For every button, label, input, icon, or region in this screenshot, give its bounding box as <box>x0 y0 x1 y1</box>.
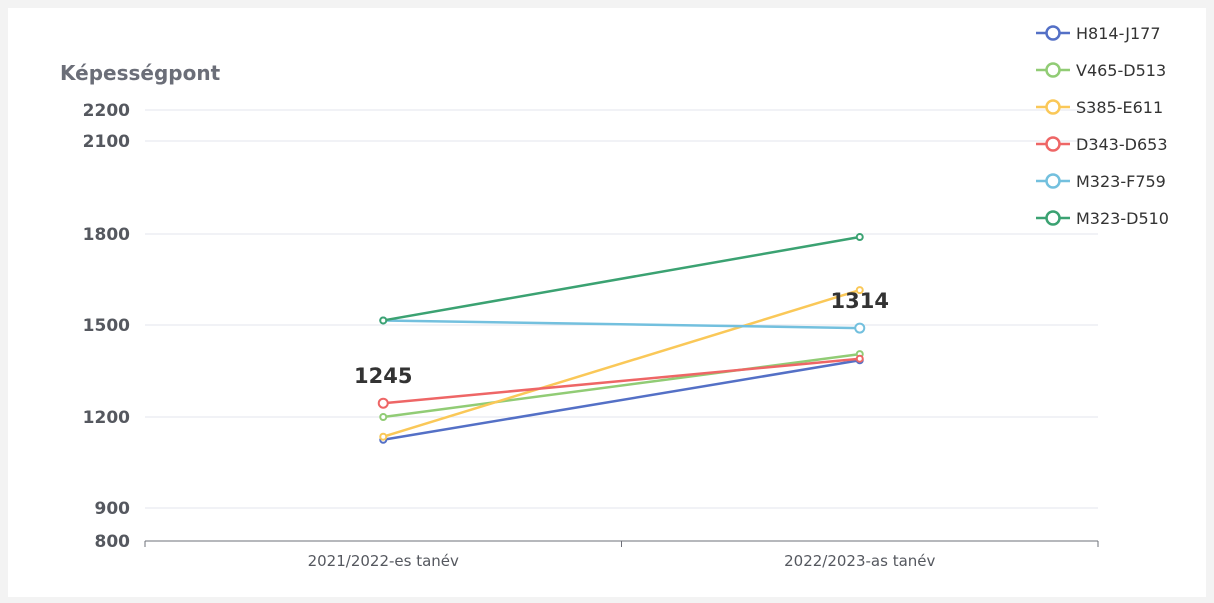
y-tick-label: 2100 <box>83 132 130 152</box>
series-line[interactable] <box>383 319 860 330</box>
series-lines <box>377 233 866 444</box>
y-tick-label: 2200 <box>83 101 130 121</box>
x-tick-label: 2021/2022-es tanév <box>308 552 459 570</box>
legend-circle-icon <box>1045 62 1061 78</box>
legend-label: M323-D510 <box>1076 209 1169 228</box>
data-point[interactable] <box>854 322 866 334</box>
series-line[interactable] <box>383 235 860 322</box>
legend-circle-icon <box>1045 210 1061 226</box>
legend-item[interactable]: D343-D653 <box>1036 135 1168 154</box>
data-point[interactable] <box>855 233 864 242</box>
series-v465-d513[interactable] <box>379 350 864 421</box>
legend-item[interactable]: M323-D510 <box>1036 209 1169 228</box>
y-tick-label: 1500 <box>83 316 130 336</box>
series-h814-j177[interactable] <box>379 356 864 444</box>
legend-circle-icon <box>1045 99 1061 115</box>
legend-item[interactable]: H814-J177 <box>1036 24 1161 43</box>
data-point[interactable] <box>379 316 388 325</box>
legend-circle-icon <box>1045 25 1061 41</box>
y-tick-label: 1800 <box>83 225 130 245</box>
data-label: 1314 <box>831 289 889 313</box>
legend-label: V465-D513 <box>1076 61 1166 80</box>
series-line[interactable] <box>382 288 861 438</box>
series-line[interactable] <box>383 359 860 441</box>
legend-circle-icon <box>1045 136 1061 152</box>
y-axis-label: Képességpont <box>60 61 221 85</box>
legend-item[interactable]: V465-D513 <box>1036 61 1166 80</box>
grid-lines <box>145 109 1098 509</box>
series-s385-e611[interactable] <box>379 286 864 441</box>
y-tick-label: 900 <box>95 499 131 519</box>
data-point[interactable] <box>855 286 864 295</box>
data-point[interactable] <box>379 432 388 441</box>
legend-label: S385-E611 <box>1076 98 1163 117</box>
series-line[interactable] <box>383 352 860 419</box>
x-tick-label: 2022/2023-as tanév <box>784 552 935 570</box>
y-tick-label: 1200 <box>83 408 130 428</box>
data-label: 1245 <box>354 364 412 388</box>
y-axis-ticks: 800 900 1200 1500 1800 2100 2200 <box>83 101 130 552</box>
legend-label: H814-J177 <box>1076 24 1161 43</box>
data-point[interactable] <box>377 397 389 409</box>
data-labels: 1245 1314 <box>354 289 889 388</box>
x-axis: 2021/2022-es tanév 2022/2023-as tanév <box>144 540 1099 570</box>
y-tick-label: 800 <box>95 532 131 552</box>
series-line[interactable] <box>383 357 860 405</box>
chart-card: Képességpont 800 900 1200 1500 1800 2100 2200 … <box>8 8 1206 597</box>
legend-item[interactable]: S385-E611 <box>1036 98 1163 117</box>
legend-circle-icon <box>1045 173 1061 189</box>
chart-svg: Képességpont 80090012001500180021002200 … <box>60 24 1169 570</box>
legend[interactable]: H814-J177 V465-D513 S385-E611 D343-D653 M323… <box>1036 24 1169 228</box>
data-point[interactable] <box>379 413 388 421</box>
legend-label: M323-F759 <box>1076 172 1166 191</box>
data-point[interactable] <box>855 354 864 363</box>
legend-item[interactable]: M323-F759 <box>1036 172 1166 191</box>
series-d343-d653[interactable] <box>377 354 864 409</box>
series-m323-d510[interactable] <box>379 233 864 325</box>
legend-label: D343-D653 <box>1076 135 1168 154</box>
